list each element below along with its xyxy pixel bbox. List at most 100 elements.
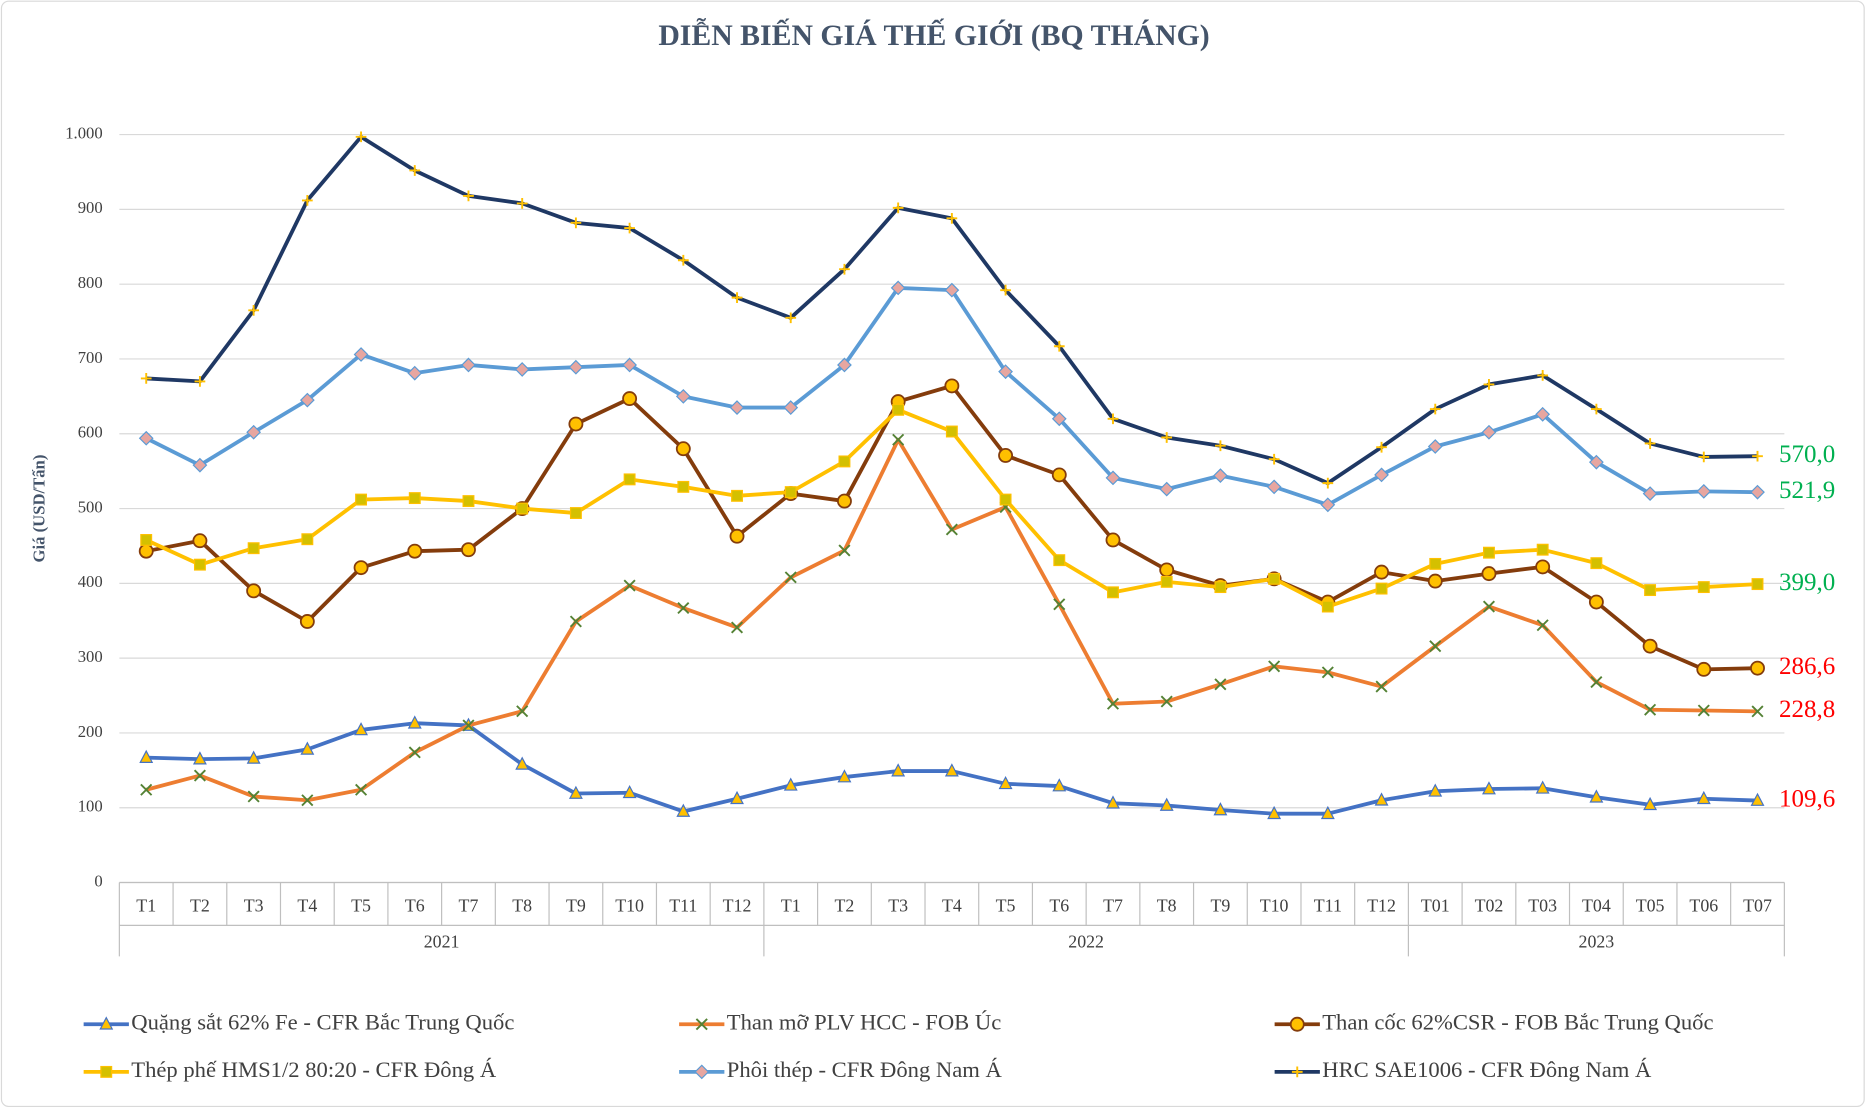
marker bbox=[892, 433, 905, 446]
marker bbox=[355, 493, 368, 506]
marker bbox=[1697, 581, 1710, 594]
marker bbox=[946, 212, 958, 224]
marker bbox=[1591, 403, 1602, 415]
marker bbox=[1051, 467, 1067, 483]
marker bbox=[1159, 481, 1175, 497]
marker bbox=[839, 263, 850, 275]
legend-item: HRC SAE1006 - CFR Đông Nam Á bbox=[1274, 1057, 1652, 1082]
marker bbox=[1375, 582, 1388, 595]
marker bbox=[1696, 790, 1711, 805]
marker bbox=[1643, 796, 1658, 811]
marker bbox=[1751, 578, 1764, 591]
marker bbox=[1161, 432, 1173, 443]
y-tick-label: 900 bbox=[78, 198, 103, 217]
marker bbox=[1289, 1016, 1305, 1032]
x-tick-label: T11 bbox=[1314, 896, 1342, 916]
marker bbox=[730, 790, 744, 805]
marker bbox=[677, 601, 690, 615]
marker bbox=[246, 583, 262, 599]
marker bbox=[838, 544, 851, 557]
marker bbox=[301, 195, 313, 206]
marker bbox=[622, 357, 637, 373]
marker bbox=[1106, 795, 1120, 809]
marker bbox=[1481, 424, 1497, 440]
marker bbox=[1750, 484, 1765, 500]
marker bbox=[1320, 805, 1335, 820]
data-label: 286,6 bbox=[1779, 653, 1835, 680]
marker bbox=[1160, 575, 1173, 588]
x-tick-label: T9 bbox=[1210, 896, 1230, 916]
x-tick-label: T3 bbox=[244, 896, 264, 916]
marker bbox=[998, 364, 1013, 380]
x-tick-label: T01 bbox=[1421, 896, 1450, 916]
data-label: 399,0 bbox=[1779, 569, 1835, 596]
x-tick-label: T03 bbox=[1528, 896, 1557, 916]
marker bbox=[461, 357, 476, 373]
marker bbox=[1268, 453, 1280, 465]
x-tick-label: T1 bbox=[136, 896, 156, 916]
marker bbox=[1374, 564, 1389, 580]
marker bbox=[355, 783, 368, 796]
marker bbox=[1053, 340, 1065, 352]
marker bbox=[1105, 470, 1121, 486]
marker bbox=[409, 165, 421, 176]
legend-label: Phôi thép - CFR Đông Nam Á bbox=[727, 1057, 1003, 1082]
x-tick-label: T02 bbox=[1475, 896, 1504, 916]
marker bbox=[300, 741, 315, 755]
marker bbox=[1590, 676, 1603, 689]
marker bbox=[694, 1064, 710, 1080]
marker bbox=[354, 722, 368, 736]
marker bbox=[677, 480, 690, 493]
marker bbox=[1429, 403, 1441, 415]
marker bbox=[1427, 439, 1443, 454]
marker bbox=[247, 542, 260, 555]
marker bbox=[516, 705, 529, 718]
marker bbox=[730, 621, 744, 634]
legend-label: Than cốc 62%CSR - FOB Bắc Trung Quốc bbox=[1322, 1009, 1713, 1034]
marker bbox=[194, 376, 206, 387]
chart-title: DIỄN BIẾN GIÁ THẾ GIỚI (BQ THÁNG) bbox=[658, 18, 1209, 52]
marker bbox=[408, 746, 421, 759]
data-label: 521,9 bbox=[1779, 477, 1835, 504]
marker bbox=[890, 280, 906, 296]
x-tick-label: T9 bbox=[566, 896, 586, 916]
marker bbox=[1051, 411, 1067, 427]
marker bbox=[675, 441, 691, 457]
y-tick-label: 100 bbox=[78, 797, 103, 816]
data-label: 228,8 bbox=[1779, 696, 1835, 723]
marker bbox=[353, 347, 369, 362]
marker bbox=[1107, 586, 1119, 599]
marker bbox=[1213, 802, 1228, 816]
legend-label: Than mỡ PLV HCC - FOB Úc bbox=[727, 1008, 1002, 1034]
x-tick-label: T10 bbox=[615, 896, 644, 916]
marker bbox=[1536, 543, 1549, 556]
marker bbox=[1160, 695, 1173, 708]
marker bbox=[944, 378, 960, 394]
marker bbox=[1052, 778, 1067, 792]
marker bbox=[138, 543, 154, 559]
marker bbox=[837, 493, 852, 509]
marker bbox=[138, 430, 154, 446]
marker bbox=[1589, 789, 1604, 803]
marker bbox=[408, 492, 421, 505]
marker bbox=[1376, 441, 1387, 453]
marker bbox=[1752, 450, 1763, 462]
x-tick-label: T3 bbox=[888, 896, 908, 916]
marker bbox=[1053, 598, 1066, 611]
y-tick-label: 700 bbox=[78, 348, 103, 367]
marker bbox=[140, 534, 153, 546]
marker bbox=[1535, 780, 1550, 794]
marker bbox=[193, 769, 206, 782]
marker bbox=[514, 362, 530, 377]
x-tick-label: T6 bbox=[405, 896, 425, 916]
marker bbox=[1321, 666, 1334, 679]
marker bbox=[676, 803, 691, 817]
marker bbox=[463, 190, 474, 202]
marker bbox=[623, 473, 636, 486]
marker bbox=[624, 222, 635, 234]
marker bbox=[246, 424, 262, 440]
marker bbox=[246, 750, 261, 764]
marker bbox=[1106, 697, 1120, 710]
